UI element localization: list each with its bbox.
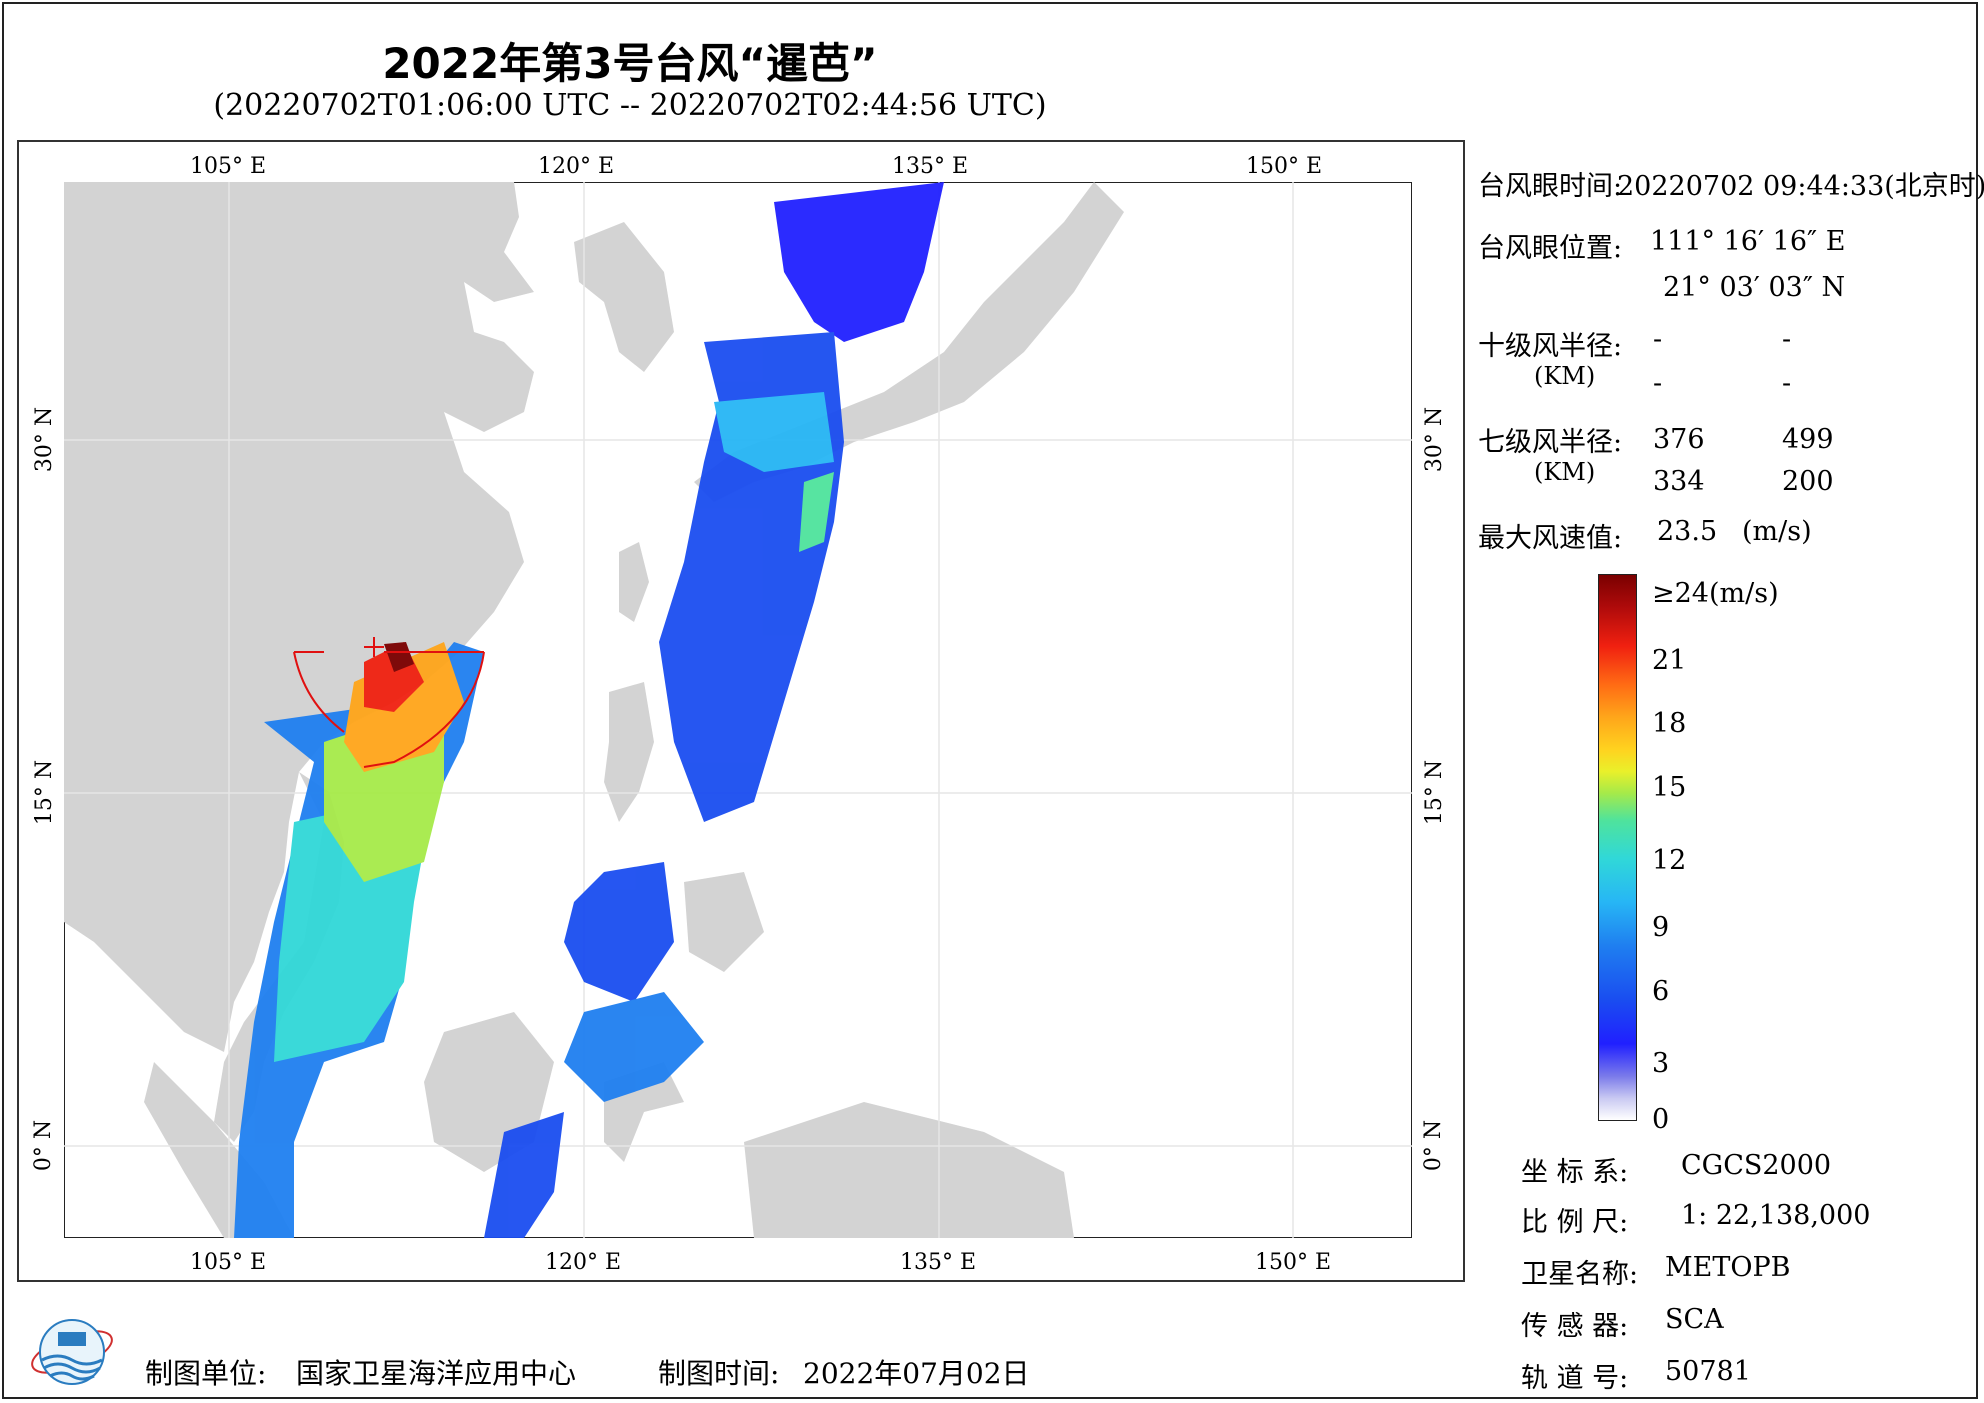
lat-label-left-30: 30° N — [32, 406, 58, 473]
lon-label-bottom-120: 120° E — [545, 1250, 622, 1275]
swath-java-sea — [484, 1112, 564, 1238]
eye-longitude: 111° 16′ 16″ E — [1650, 226, 1846, 257]
eye-time-value: 20220702 09:44:33(北京时) — [1617, 171, 1984, 202]
typhoon-eye-marker — [364, 637, 384, 657]
satellite-value: METOPB — [1665, 1252, 1791, 1283]
footer-unit-value: 国家卫星海洋应用中心 — [296, 1357, 577, 1390]
max-wind-unit: (m/s) — [1742, 516, 1812, 547]
nsoas-logo-icon — [31, 1319, 113, 1385]
colorbar-label-9: 9 — [1652, 912, 1670, 943]
lon-label-bottom-135: 135° E — [900, 1250, 977, 1275]
land-new-guinea — [744, 1102, 1074, 1238]
map-frame — [17, 140, 1465, 1282]
max-wind-value: 23.5 — [1657, 516, 1718, 547]
colorbar-label-0: 0 — [1652, 1104, 1670, 1135]
land-indochina — [214, 772, 344, 1142]
swath-sulawesi-sea — [564, 992, 704, 1102]
radius-arc-west — [293, 651, 345, 733]
colorbar-label-6: 6 — [1652, 976, 1670, 1007]
land-taiwan — [619, 542, 649, 622]
land-luzon — [604, 682, 654, 822]
r10-value-nw: - — [1782, 368, 1792, 399]
land-hainan — [299, 657, 349, 697]
crs-value: CGCS2000 — [1681, 1150, 1832, 1181]
lat-label-right-0: 0° N — [1421, 1119, 1447, 1172]
lat-label-right-15: 15° N — [1422, 759, 1448, 826]
colorbar-label-15: 15 — [1652, 772, 1687, 803]
r10-label: 十级风半径: — [1478, 331, 1623, 362]
lon-label-top-105: 105° E — [190, 154, 267, 179]
swath-pacific-green — [799, 472, 834, 552]
land — [64, 182, 1124, 1238]
r7-label: 七级风半径: — [1478, 427, 1623, 458]
footer-time-label: 制图时间: — [658, 1357, 780, 1390]
radius-arc-east — [363, 651, 485, 768]
eye-latitude: 21° 03′ 03″ N — [1663, 272, 1846, 303]
land-korea — [574, 222, 674, 372]
colorbar-label-18: 18 — [1652, 708, 1687, 739]
r10-value-sw: - — [1653, 368, 1663, 399]
r10-km-label: (KM) — [1534, 362, 1596, 390]
r7-value-sw: 334 — [1653, 466, 1705, 497]
satellite-label: 卫星名称: — [1521, 1259, 1639, 1290]
swath-scs-darkred — [384, 642, 414, 672]
colorbar-label-3: 3 — [1652, 1048, 1670, 1079]
lat-label-right-30: 30° N — [1422, 406, 1448, 473]
lon-label-top-135: 135° E — [892, 154, 969, 179]
sensor-value: SCA — [1665, 1304, 1724, 1335]
wind-map — [64, 182, 1412, 1238]
map-subtitle: (20220702T01:06:00 UTC -- 20220702T02:44… — [213, 88, 1047, 123]
lat-label-left-15: 15° N — [32, 759, 58, 826]
land-asia-mainland — [64, 182, 534, 1052]
eye-time-label: 台风眼时间: — [1478, 171, 1623, 202]
lat-label-left-0: 0° N — [31, 1119, 57, 1172]
wind-swaths — [234, 182, 944, 1238]
r7-value-ne: 376 — [1653, 424, 1705, 455]
footer-time-value: 2022年07月02日 — [803, 1357, 1030, 1390]
orbit-label: 轨 道 号: — [1521, 1363, 1629, 1394]
map-title: 2022年第3号台风“暹芭” — [382, 39, 878, 88]
swath-pacific-cyan — [714, 392, 834, 472]
r10-value-se: - — [1782, 324, 1792, 355]
r7-value-nw: 200 — [1782, 466, 1834, 497]
land-mindanao — [684, 872, 764, 972]
r10-value-ne: - — [1653, 324, 1663, 355]
lon-label-bottom-150: 150° E — [1255, 1250, 1332, 1275]
orbit-value: 50781 — [1665, 1356, 1751, 1387]
r7-km-label: (KM) — [1534, 458, 1596, 486]
colorbar-label-24: ≥24(m/s) — [1652, 578, 1779, 609]
colorbar-label-21: 21 — [1652, 645, 1687, 676]
scale-label: 比 例 尺: — [1521, 1207, 1629, 1238]
scale-value: 1: 22,138,000 — [1681, 1200, 1871, 1231]
max-wind-label: 最大风速值: — [1478, 523, 1623, 554]
eye-position-label: 台风眼位置: — [1478, 233, 1623, 264]
lon-label-top-120: 120° E — [538, 154, 615, 179]
typhoon-wind-radius — [293, 637, 485, 768]
lon-label-bottom-105: 105° E — [190, 1250, 267, 1275]
r7-value-se: 499 — [1782, 424, 1834, 455]
sensor-label: 传 感 器: — [1521, 1311, 1629, 1342]
swath-philippines — [564, 862, 674, 1002]
crs-label: 坐 标 系: — [1521, 1157, 1629, 1188]
swath-pacific-north — [774, 182, 944, 342]
footer-unit-label: 制图单位: — [145, 1357, 267, 1390]
colorbar-label-12: 12 — [1652, 845, 1687, 876]
lon-label-top-150: 150° E — [1246, 154, 1323, 179]
colorbar — [1598, 574, 1637, 1121]
